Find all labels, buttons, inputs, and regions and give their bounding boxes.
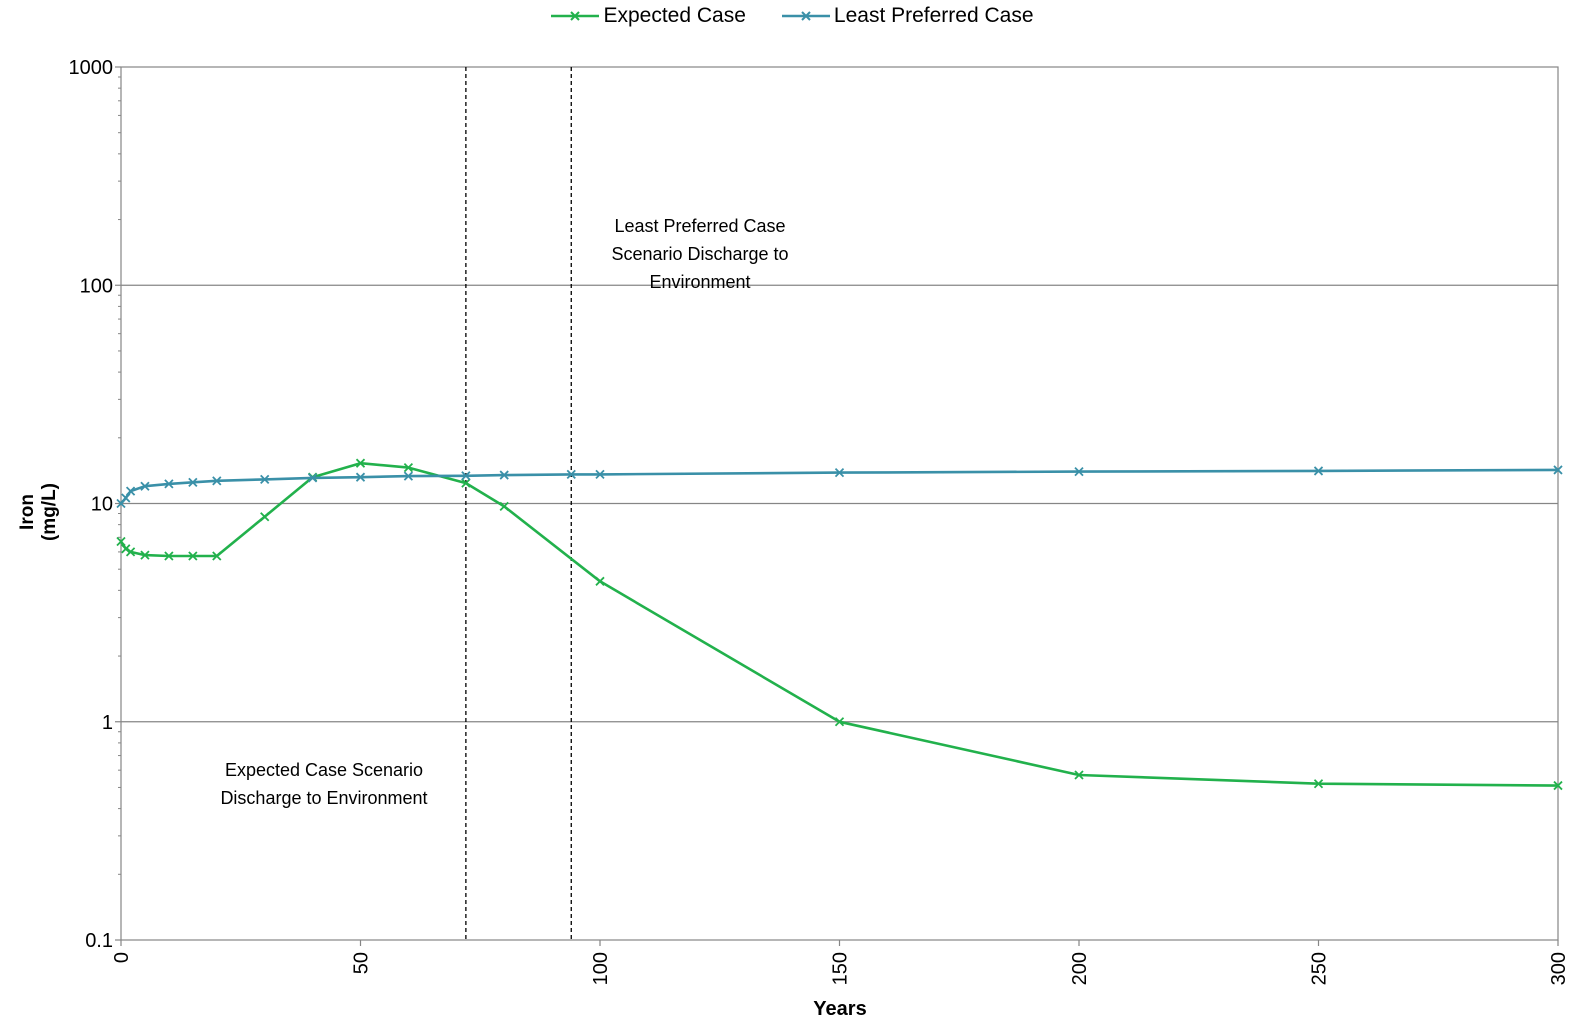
data-point-1	[566, 469, 576, 479]
data-point-0	[1313, 779, 1324, 789]
data-point-0	[1074, 770, 1084, 780]
legend-item-expected: Expected Case	[551, 4, 746, 28]
data-point-0	[212, 551, 222, 561]
data-point-1	[499, 470, 509, 480]
data-point-1	[355, 472, 366, 482]
data-point-0	[164, 551, 174, 561]
y-tick-label: 0.1	[85, 930, 113, 952]
data-point-1	[164, 479, 174, 489]
data-point-1	[125, 486, 136, 496]
y-tick-label: 1	[102, 712, 113, 734]
legend: Expected Case Least Preferred Case	[0, 4, 1585, 28]
series-line-0	[119, 461, 1559, 787]
data-point-1	[1074, 466, 1084, 477]
x-axis-label: Years	[813, 998, 867, 1020]
x-tick-label: 0	[111, 952, 133, 963]
x-tick-label: 50	[351, 952, 373, 974]
data-point-0	[461, 478, 471, 488]
data-point-0	[499, 501, 509, 512]
data-point-0	[260, 512, 270, 522]
data-point-0	[125, 547, 136, 557]
x-tick-label: 150	[830, 952, 852, 985]
data-point-1	[121, 493, 131, 503]
data-point-0	[403, 462, 414, 473]
data-point-0	[834, 717, 845, 727]
annotation-least-preferred-discharge: Least Preferred Case Scenario Discharge …	[611, 216, 789, 292]
data-point-1	[212, 476, 222, 486]
data-point-0	[188, 551, 198, 561]
data-point-0	[355, 458, 366, 468]
x-tick-label: 300	[1548, 952, 1570, 985]
x-tick-label: 200	[1069, 952, 1091, 985]
y-axis-label: Iron (mg/L)	[17, 482, 60, 542]
data-point-1	[834, 467, 845, 478]
data-point-1	[1313, 466, 1324, 476]
data-point-1	[461, 471, 471, 481]
legend-marker-expected	[551, 11, 600, 21]
series-line-1	[120, 468, 1559, 505]
data-point-0	[595, 576, 605, 586]
data-point-0	[140, 550, 150, 560]
data-point-1	[595, 469, 605, 479]
annotation-expected-discharge: Expected Case Scenario Discharge to Envi…	[220, 760, 428, 808]
data-point-1	[140, 481, 150, 491]
data-point-0	[121, 544, 131, 554]
data-point-1	[188, 477, 198, 487]
legend-item-least-preferred: Least Preferred Case	[781, 4, 1034, 28]
legend-marker-least-preferred	[781, 11, 830, 21]
y-tick-label: 1000	[69, 57, 114, 79]
data-point-0	[116, 536, 126, 547]
x-tick-label: 100	[590, 952, 612, 985]
legend-label-least-preferred: Least Preferred Case	[833, 4, 1034, 27]
y-tick-label: 10	[91, 494, 113, 516]
data-point-1	[307, 473, 318, 483]
data-point-1	[1553, 465, 1563, 475]
data-point-0	[1553, 780, 1563, 791]
x-tick-label: 250	[1309, 952, 1331, 985]
data-point-1	[403, 471, 414, 481]
y-tick-label: 100	[80, 275, 113, 297]
data-point-1	[260, 474, 270, 485]
legend-label-expected: Expected Case	[603, 4, 746, 27]
